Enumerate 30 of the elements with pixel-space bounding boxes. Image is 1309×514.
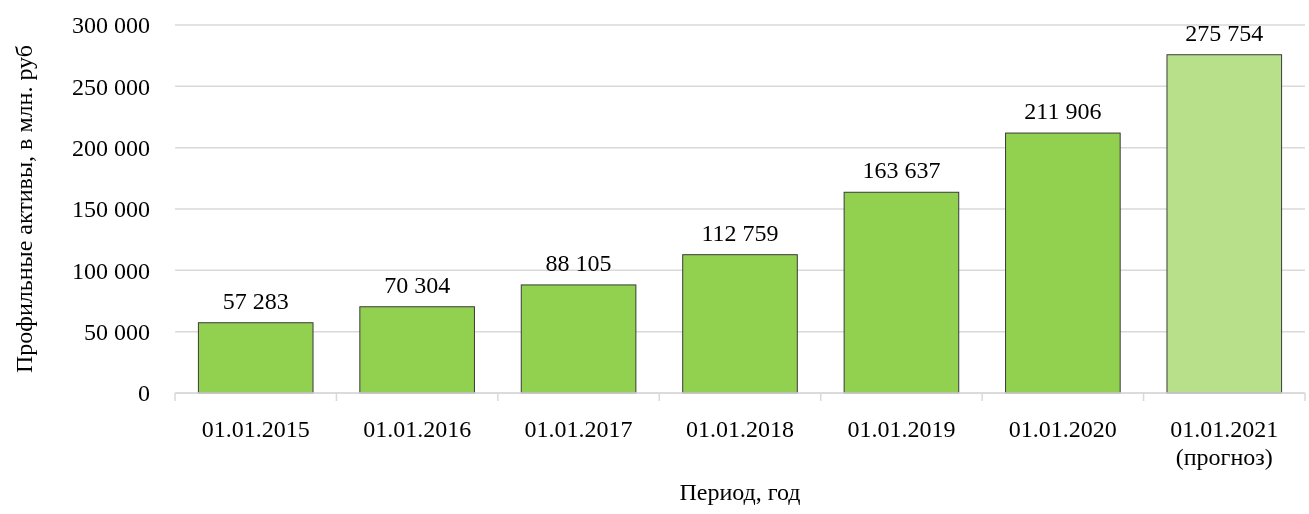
y-tick-label: 250 000 (72, 73, 150, 100)
y-tick-label: 150 000 (72, 196, 150, 223)
y-tick-label: 100 000 (72, 257, 150, 284)
x-tick-label: 01.01.2019 (847, 416, 956, 442)
data-label: 275 754 (1185, 19, 1264, 46)
y-tick-label: 50 000 (84, 319, 150, 346)
bar (843, 191, 960, 394)
data-label: 57 283 (222, 287, 289, 314)
y-tick-label: 300 000 (72, 12, 150, 39)
data-label: 112 759 (701, 219, 779, 246)
bar (359, 306, 475, 394)
data-label: 70 304 (384, 271, 451, 298)
bar (520, 284, 637, 394)
bar (1005, 132, 1121, 394)
x-tick-label: 01.01.2015 (201, 416, 310, 442)
bar (682, 254, 798, 394)
bar (197, 322, 314, 394)
x-tick-label: 01.01.2016 (363, 416, 472, 442)
data-label: 211 906 (1024, 98, 1102, 125)
bar (1166, 54, 1283, 394)
x-tick-label: 01.01.2017 (524, 416, 633, 442)
x-axis-title: Период, год (679, 479, 801, 505)
y-axis-title: Профильные активы, в млн. руб (11, 45, 37, 373)
data-label: 88 105 (545, 249, 612, 276)
y-tick-label: 0 (138, 380, 150, 407)
x-tick-label: 01.01.2018 (686, 416, 794, 442)
x-tick-label: 01.01.2021 (прогноз) (1170, 416, 1279, 470)
data-label: 163 637 (862, 157, 941, 184)
y-tick-label: 200 000 (72, 135, 150, 162)
x-tick-label: 01.01.2020 (1008, 416, 1117, 442)
